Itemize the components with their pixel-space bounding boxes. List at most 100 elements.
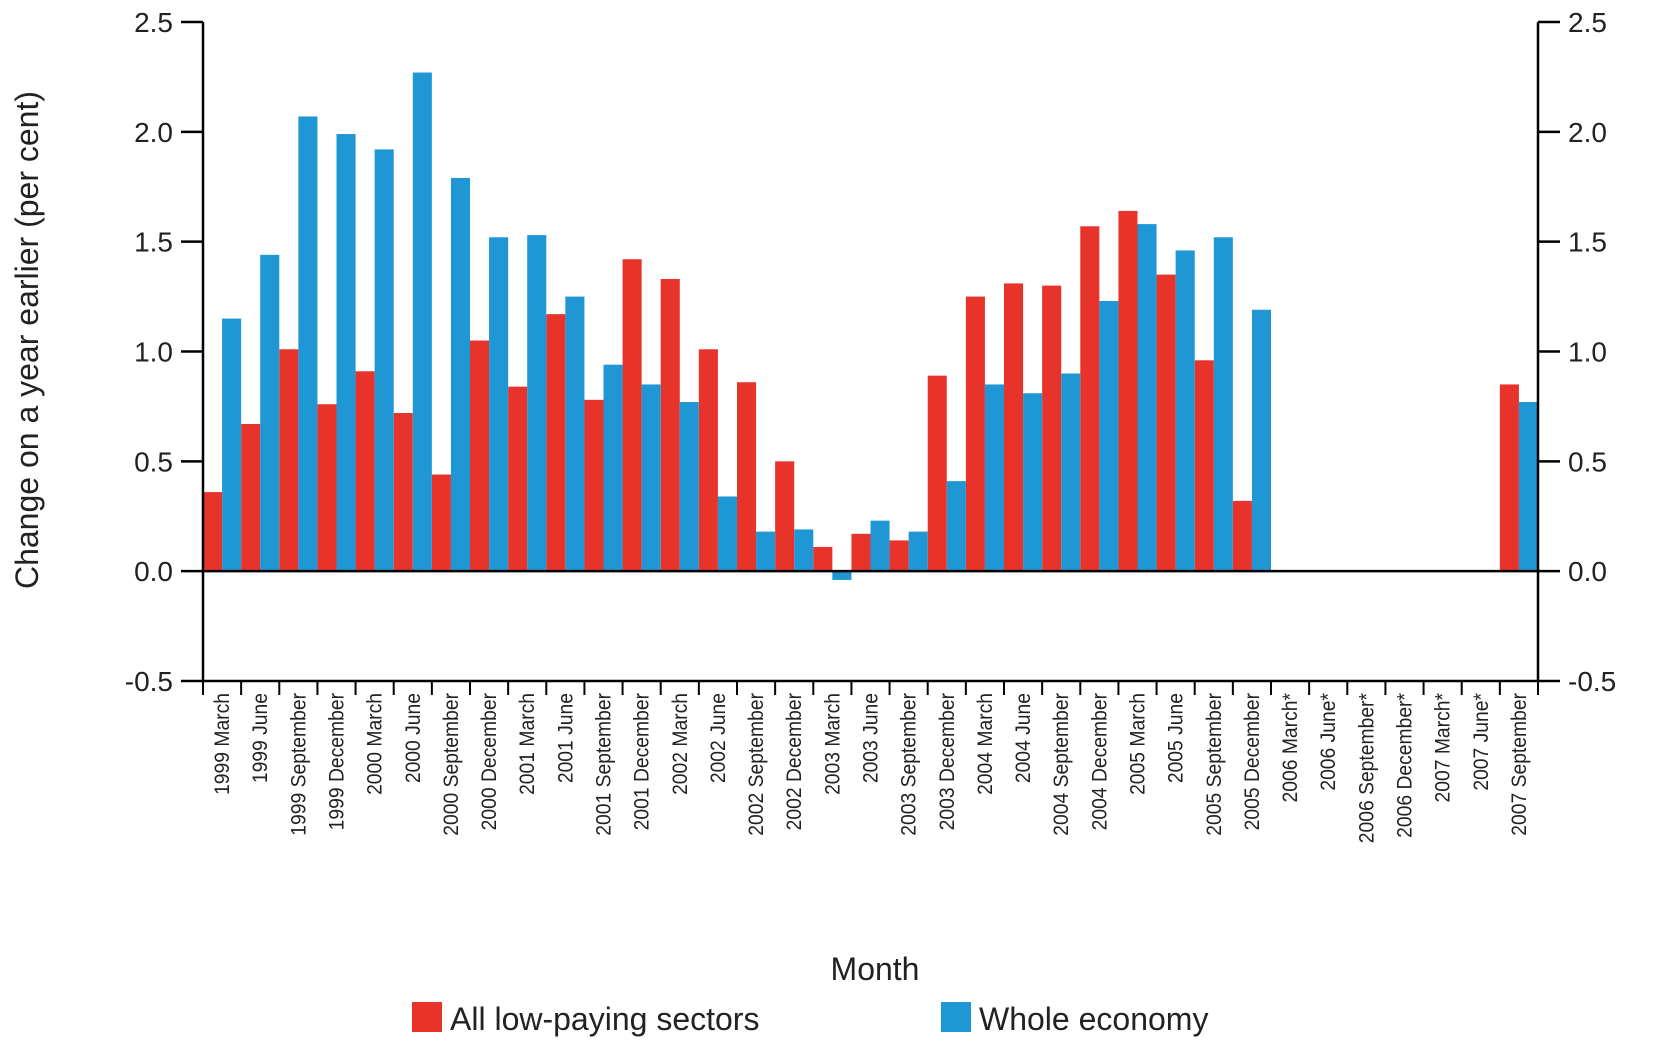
- bar: [222, 318, 242, 572]
- bar: [737, 382, 757, 572]
- bar: [927, 375, 947, 572]
- x-tick-label: 2001 June: [555, 693, 578, 783]
- bar: [1023, 393, 1043, 572]
- bar: [946, 481, 966, 572]
- bar: [660, 279, 680, 572]
- x-tick-label: 2002 September: [745, 693, 768, 836]
- axes: [201, 22, 1540, 683]
- y-tick-label-left: -0.5: [125, 666, 173, 697]
- y-tick-label-right: 1.0: [1568, 337, 1607, 368]
- legend-swatch: [941, 1002, 971, 1032]
- x-tick-label: 2005 June: [1165, 693, 1188, 783]
- y-tick-label-left: 2.0: [134, 117, 173, 148]
- x-tick-label: 2006 September*: [1356, 693, 1379, 843]
- bar: [1194, 360, 1214, 572]
- bar: [298, 116, 318, 572]
- bar: [374, 149, 394, 572]
- y-tick-label-right: 0.5: [1568, 446, 1607, 477]
- bar: [1518, 402, 1538, 572]
- x-tick-label: 2001 December: [631, 693, 654, 831]
- y-tick-label-left: 1.0: [134, 337, 173, 368]
- x-tick-label: 2000 September: [440, 693, 463, 836]
- x-tick-label: 2004 March: [974, 693, 997, 795]
- bar: [546, 314, 566, 572]
- bar: [565, 296, 585, 572]
- y-tick-label-left: 2.5: [134, 7, 173, 38]
- y-tick-label-right: 2.5: [1568, 7, 1607, 38]
- bar: [1004, 283, 1024, 572]
- bar: [984, 384, 1004, 572]
- x-tick-label: 2002 June: [707, 693, 730, 783]
- bar: [241, 423, 261, 572]
- legend-swatch: [412, 1002, 442, 1032]
- bar: [1137, 224, 1157, 572]
- x-tick-label: 1999 December: [326, 693, 349, 831]
- x-tick-label: 2001 March: [517, 693, 540, 795]
- bar: [756, 531, 776, 572]
- y-tick-label-right: 2.0: [1568, 117, 1607, 148]
- x-tick-label: 2005 September: [1203, 693, 1226, 836]
- bar: [584, 399, 604, 572]
- bar: [412, 72, 432, 572]
- x-tick-label: 2002 March: [669, 693, 692, 795]
- bar: [279, 349, 299, 572]
- x-tick-label: 2004 June: [1012, 693, 1035, 783]
- legend: All low-paying sectors Whole economy: [412, 1001, 1208, 1037]
- bar: [1175, 250, 1195, 572]
- legend-label: Whole economy: [979, 1001, 1208, 1037]
- bar: [603, 364, 623, 572]
- bar: [393, 413, 413, 572]
- y-tick-label-right: 1.5: [1568, 227, 1607, 258]
- x-tick-label: 2004 September: [1051, 693, 1074, 836]
- bar: [832, 571, 852, 580]
- x-tick-label: 1999 June: [250, 693, 273, 783]
- bar: [527, 235, 547, 572]
- x-tick-label: 2003 December: [936, 693, 959, 831]
- bar: [355, 371, 375, 572]
- bar: [1061, 373, 1081, 572]
- x-tick-label: 1999 September: [288, 693, 311, 836]
- bar: [470, 340, 490, 572]
- bar: [450, 177, 470, 572]
- x-tick-label: 2007 September: [1508, 693, 1531, 836]
- bar: [1099, 300, 1119, 572]
- x-tick-label: 2003 March: [822, 693, 845, 795]
- bar: [965, 296, 985, 572]
- bar: [889, 540, 909, 572]
- bar: [870, 520, 890, 572]
- bar: [851, 533, 871, 572]
- y-tick-label-left: 0.5: [134, 446, 173, 477]
- bar: [908, 531, 928, 572]
- bar: [260, 254, 280, 572]
- y-axis-left: 2.5 2.0 1.5 1.0 0.5 0.0 -0.5: [125, 7, 203, 697]
- bar: [317, 404, 337, 572]
- x-tick-label: 2006 December*: [1394, 693, 1417, 838]
- bar: [203, 492, 223, 572]
- x-tick-label: 2006 June*: [1318, 693, 1341, 791]
- y-tick-label-right: -0.5: [1568, 666, 1616, 697]
- bar: [622, 259, 642, 572]
- bar: [1213, 237, 1233, 572]
- bar: [489, 237, 509, 572]
- x-tick-label: 2003 September: [898, 693, 921, 836]
- x-tick-label: 2006 March*: [1279, 693, 1302, 803]
- x-tick-label: 2004 December: [1089, 693, 1112, 831]
- y-tick-label-left: 0.0: [134, 556, 173, 587]
- x-tick-label: 2005 December: [1241, 693, 1264, 831]
- y-tick-label-right: 0.0: [1568, 556, 1607, 587]
- bar: [508, 386, 528, 572]
- bar: [717, 496, 737, 572]
- bar: [1499, 384, 1519, 572]
- x-tick-label: 2002 December: [784, 693, 807, 831]
- y-axis-right: 2.5 2.0 1.5 1.0 0.5 0.0 -0.5: [1538, 7, 1616, 697]
- x-tick-label: 2003 June: [860, 693, 883, 783]
- x-tick-label: 2007 June*: [1470, 693, 1493, 791]
- x-tick-label: 2000 March: [364, 693, 387, 795]
- bar: [1156, 274, 1176, 572]
- x-tick-label: 2001 September: [593, 693, 616, 836]
- x-axis-title: Month: [831, 951, 920, 987]
- bar: [679, 402, 699, 572]
- bar: [431, 474, 451, 572]
